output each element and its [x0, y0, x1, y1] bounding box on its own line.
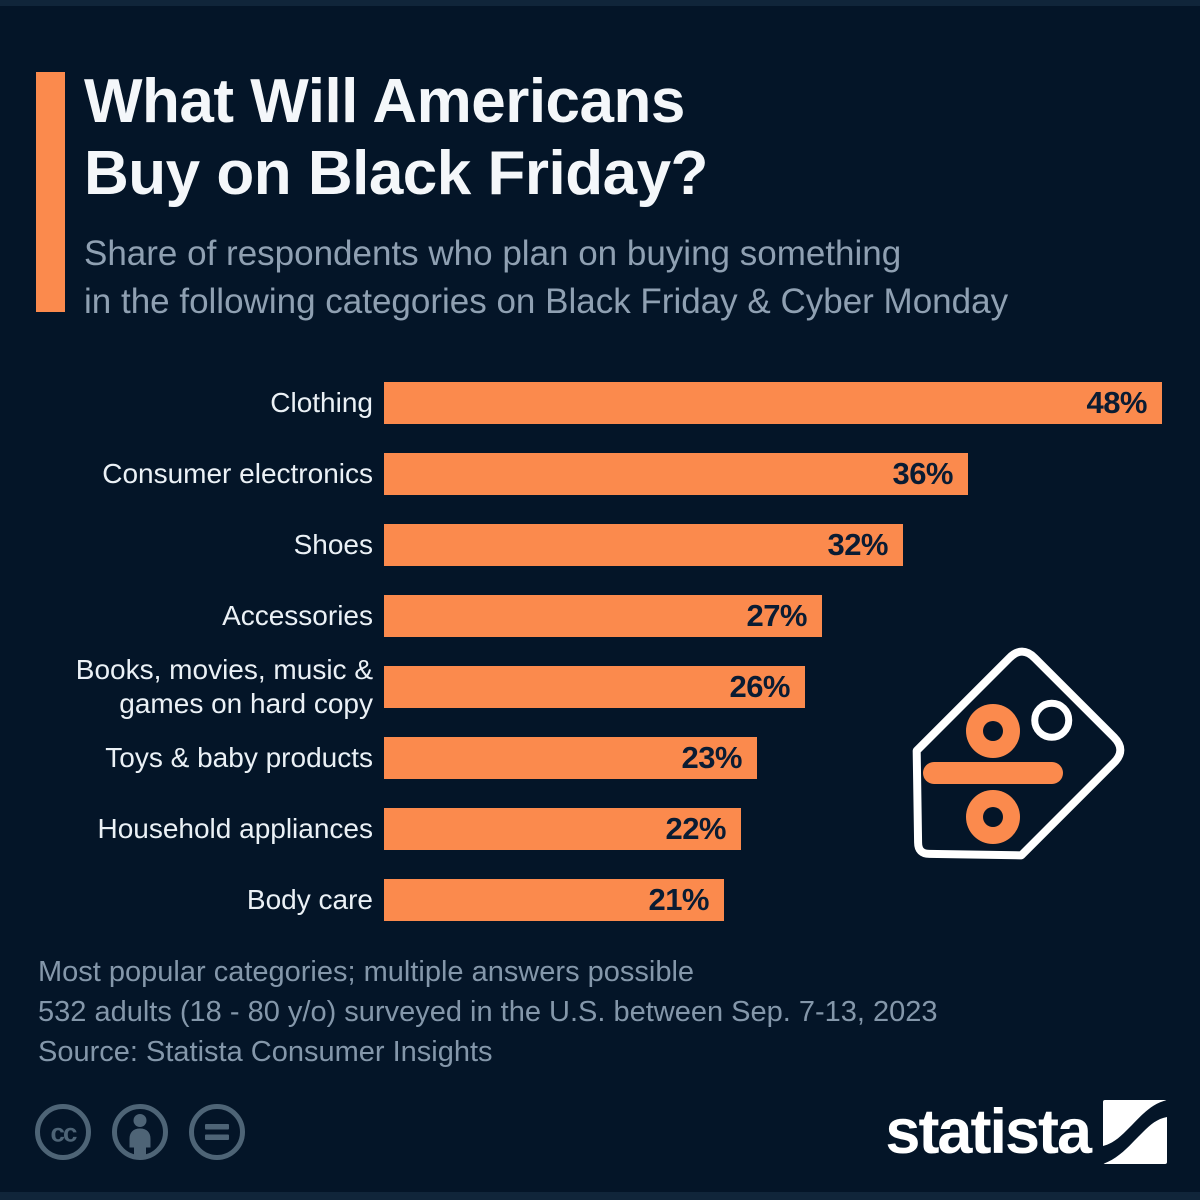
bar-value-label: 48% — [1086, 384, 1147, 420]
bar-row: Consumer electronics 36% — [0, 438, 1200, 509]
category-label: Accessories — [222, 599, 373, 631]
bar: 22% — [384, 807, 741, 850]
top-edge-strip — [0, 0, 1200, 6]
bar-chart: Clothing 48% Consumer electronics 36% Sh… — [0, 367, 1200, 935]
bar-row: Household appliances 22% — [0, 793, 1200, 864]
statista-logo: statista — [885, 1100, 1167, 1164]
page-subtitle: Share of respondents who plan on buying … — [84, 234, 1009, 321]
statista-logo-mark — [1103, 1100, 1167, 1164]
bottom-edge-strip — [0, 1192, 1200, 1200]
license-icons: cc — [34, 1103, 246, 1161]
bar: 48% — [384, 381, 1162, 424]
bar: 21% — [384, 878, 724, 921]
equals-icon — [189, 1104, 245, 1160]
bar: 26% — [384, 665, 805, 708]
bar-value-label: 26% — [729, 668, 790, 704]
category-label: Clothing — [270, 386, 373, 418]
price-tag-percent-icon — [860, 636, 1136, 912]
attribution-person-icon — [112, 1104, 168, 1160]
category-label: Household appliances — [97, 812, 373, 844]
bar-value-label: 22% — [665, 810, 726, 846]
category-label: Shoes — [293, 528, 373, 560]
category-label: Books, movies, music & games on hard cop… — [75, 654, 373, 719]
title-accent-bar — [36, 72, 65, 312]
source-note: Source: Statista Consumer Insights — [38, 1036, 493, 1068]
bar: 27% — [384, 594, 822, 637]
cc-icon: cc — [35, 1104, 91, 1160]
bar-value-label: 23% — [681, 739, 742, 775]
bar-value-label: 36% — [892, 455, 953, 491]
bar-value-label: 32% — [827, 526, 888, 562]
bar: 32% — [384, 523, 903, 566]
bar-row: Books, movies, music & games on hard cop… — [0, 651, 1200, 722]
bar-row: Accessories 27% — [0, 580, 1200, 651]
bar: 36% — [384, 452, 968, 495]
bar-row: Toys & baby products 23% — [0, 722, 1200, 793]
category-label: Consumer electronics — [102, 457, 373, 489]
bar-value-label: 27% — [746, 597, 807, 633]
category-label: Body care — [246, 883, 373, 915]
bar-row: Shoes 32% — [0, 509, 1200, 580]
page-title: What Will Americans Buy on Black Friday? — [84, 67, 708, 208]
bar-row: Body care 21% — [0, 864, 1200, 935]
statista-wordmark: statista — [885, 1096, 1092, 1167]
category-label: Toys & baby products — [105, 741, 373, 773]
bar: 23% — [384, 736, 757, 779]
bar-row: Clothing 48% — [0, 367, 1200, 438]
svg-text:cc: cc — [51, 1118, 77, 1148]
bar-value-label: 21% — [648, 881, 709, 917]
chart-notes: Most popular categories; multiple answer… — [38, 956, 938, 1029]
